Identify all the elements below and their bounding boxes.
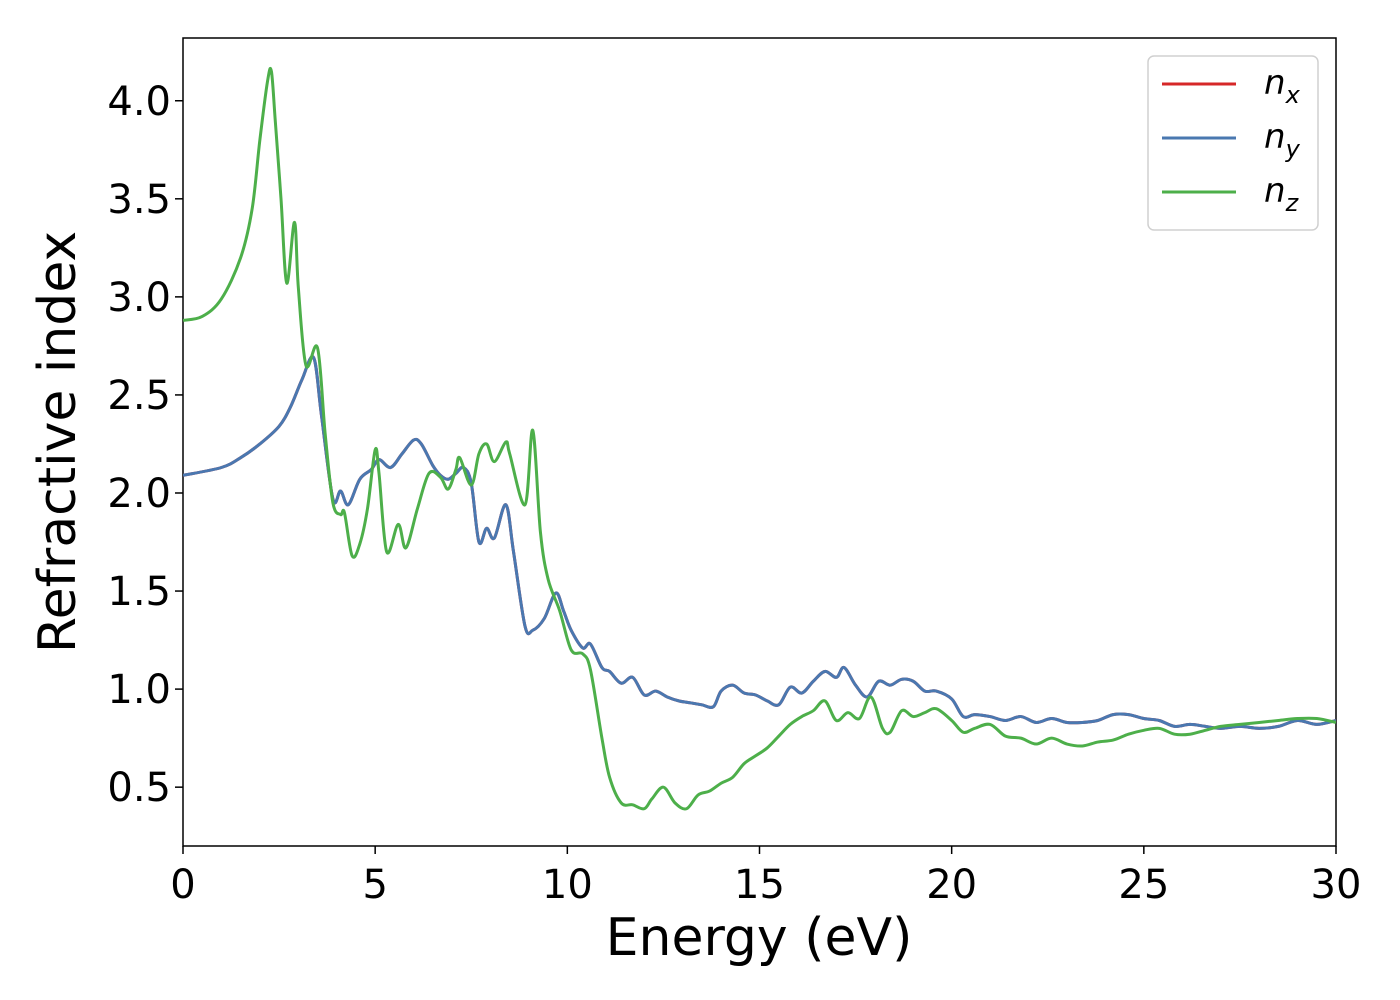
y-tick-label: 1.0	[107, 667, 171, 713]
series-layer	[183, 67, 1336, 811]
x-tick-label: 15	[734, 862, 785, 908]
y-axis: 0.5 1.0 1.5 2.0 2.5 3.0 3.5 4.0	[107, 79, 183, 811]
legend-label-ny: ny	[1264, 117, 1301, 163]
y-tick-label: 3.0	[107, 275, 171, 321]
y-tick-label: 0.5	[107, 765, 171, 811]
x-tick-label: 10	[542, 862, 593, 908]
y-tick-label: 1.5	[107, 569, 171, 615]
y-tick-label: 2.0	[107, 471, 171, 517]
legend-label-nx: nx	[1264, 63, 1301, 109]
y-tick-label: 2.5	[107, 373, 171, 419]
series-line-ny	[183, 355, 1336, 730]
x-tick-label: 30	[1311, 862, 1362, 908]
x-axis: 0 5 10 15 20 25 30	[170, 846, 1361, 908]
x-tick-label: 20	[926, 862, 977, 908]
legend-label-nz: nz	[1264, 171, 1300, 217]
y-tick-label: 4.0	[107, 79, 171, 125]
y-axis-title: Refractive index	[28, 231, 88, 653]
series-line-nz	[183, 67, 1336, 811]
y-tick-label: 3.5	[107, 177, 171, 223]
series-line-nx	[183, 355, 1336, 730]
x-tick-label: 0	[170, 862, 195, 908]
legend: nx ny nz	[1147, 55, 1319, 231]
x-tick-label: 5	[362, 862, 387, 908]
x-tick-label: 25	[1118, 862, 1169, 908]
legend-box	[1147, 55, 1319, 231]
x-axis-title: Energy (eV)	[606, 908, 913, 968]
